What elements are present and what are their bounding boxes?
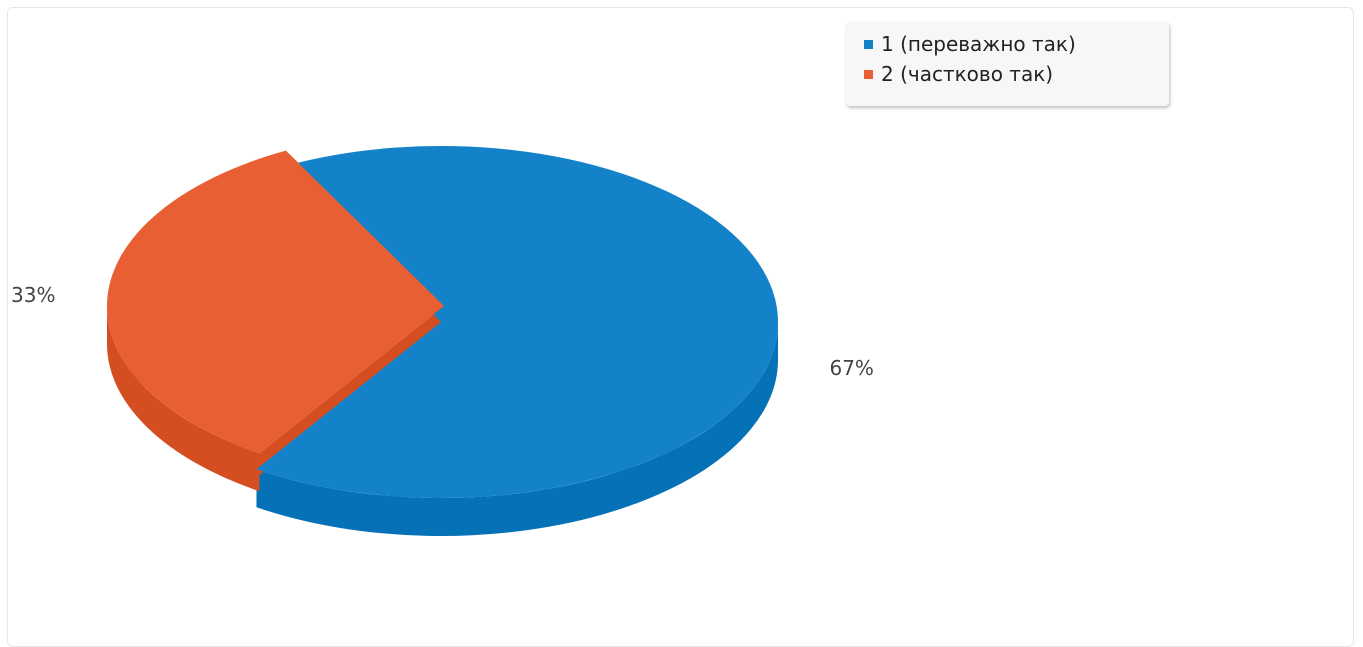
pie-slice-2[interactable] <box>106 150 444 454</box>
legend-item-2[interactable]: 2 (частково так) <box>864 59 1169 89</box>
pie-data-label-1: 67% <box>829 356 873 380</box>
legend-swatch-1 <box>864 39 873 49</box>
pie-data-labels: 67% 33% <box>11 283 874 380</box>
legend-swatch-2 <box>864 69 873 79</box>
pie-slices <box>106 146 779 499</box>
pie-data-label-2: 33% <box>11 283 55 307</box>
pie-slice-side-1-1 <box>256 322 779 536</box>
legend-label-1: 1 (переважно так) <box>881 32 1076 56</box>
legend-label-2: 2 (частково так) <box>881 62 1054 86</box>
pie-chart: 67% 33% <box>11 146 874 536</box>
pie-slice-side-2-1 <box>107 306 260 492</box>
chart-legend: 1 (переважно так) 2 (частково так) <box>846 22 1169 106</box>
pie-slice-1[interactable] <box>256 146 779 499</box>
legend-item-1[interactable]: 1 (переважно так) <box>864 29 1169 59</box>
